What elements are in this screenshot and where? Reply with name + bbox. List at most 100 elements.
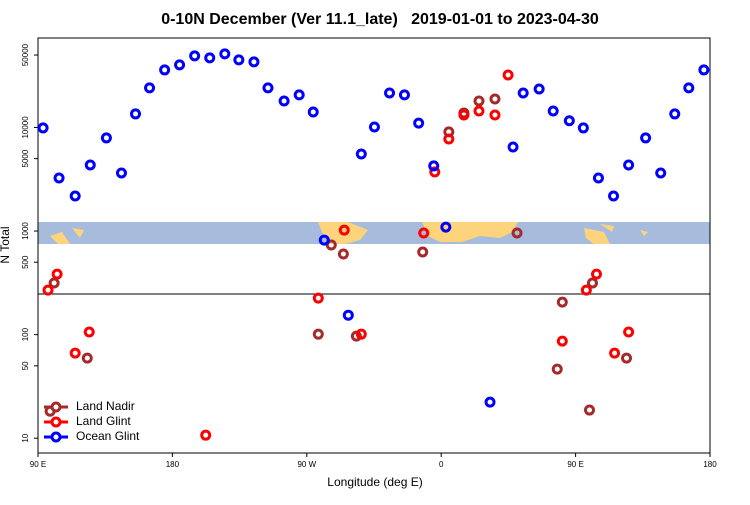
land <box>50 232 70 244</box>
land <box>584 228 610 244</box>
y-tick-label: 50000 <box>21 43 30 66</box>
data-point <box>83 326 95 338</box>
legend-marker <box>50 401 62 413</box>
y-tick-label: 50 <box>21 361 30 370</box>
data-point <box>556 335 568 347</box>
y-tick-label: 10000 <box>21 116 30 139</box>
data-point <box>609 347 621 359</box>
data-point <box>623 159 635 171</box>
data-point <box>418 227 430 239</box>
data-point <box>53 172 65 184</box>
data-point <box>556 296 568 308</box>
data-point <box>489 93 501 105</box>
x-tick-label: 90 E <box>30 460 46 469</box>
data-point <box>368 121 380 133</box>
y-axis-label: N Total <box>0 226 12 263</box>
data-point <box>48 277 60 289</box>
data-point <box>84 159 96 171</box>
data-point <box>621 352 633 364</box>
data-point <box>669 108 681 120</box>
legend-label: Ocean Glint <box>76 429 140 443</box>
y-tick-label: 500 <box>21 255 30 269</box>
data-point <box>586 277 598 289</box>
data-point <box>473 105 485 117</box>
data-point <box>551 363 563 375</box>
data-point <box>325 239 337 251</box>
data-point <box>233 54 245 66</box>
data-point <box>293 89 305 101</box>
data-point <box>511 227 523 239</box>
data-point <box>130 108 142 120</box>
plot-frame <box>37 37 711 454</box>
data-point <box>417 246 429 258</box>
land <box>640 230 648 236</box>
ocean-band <box>38 222 710 244</box>
data-point <box>312 292 324 304</box>
map-band <box>38 222 710 244</box>
data-point <box>623 326 635 338</box>
y-tick-label: 5000 <box>21 149 30 167</box>
data-point <box>144 82 156 94</box>
data-point <box>278 95 290 107</box>
land <box>600 224 614 232</box>
data-point <box>577 122 589 134</box>
data-point <box>547 105 559 117</box>
data-point <box>318 234 330 246</box>
data-point <box>69 347 81 359</box>
data-point <box>517 87 529 99</box>
data-point <box>507 141 519 153</box>
data-point <box>683 82 695 94</box>
data-point <box>591 268 603 280</box>
data-point <box>563 115 575 127</box>
data-point <box>443 133 455 145</box>
land <box>422 222 518 242</box>
data-point <box>355 328 367 340</box>
data-point <box>355 148 367 160</box>
x-tick-label: 90 E <box>567 460 583 469</box>
x-tick-label: 90 W <box>297 460 316 469</box>
data-point <box>655 167 667 179</box>
data-point <box>100 132 112 144</box>
data-point <box>429 166 441 178</box>
x-axis-label: Longitude (deg E) <box>327 475 422 489</box>
land <box>72 228 84 238</box>
legend-label: Land Nadir <box>76 399 135 413</box>
data-point <box>219 48 231 60</box>
x-tick-label: 180 <box>703 460 717 469</box>
data-point <box>115 167 127 179</box>
data-point <box>413 117 425 129</box>
legend-marker <box>50 416 62 428</box>
data-point <box>398 89 410 101</box>
legend-marker <box>50 431 62 443</box>
data-point <box>489 109 501 121</box>
data-point <box>37 122 49 134</box>
data-point <box>608 190 620 202</box>
data-point <box>81 352 93 364</box>
data-point <box>200 429 212 441</box>
data-point <box>307 106 319 118</box>
data-point <box>51 268 63 280</box>
data-point <box>262 82 274 94</box>
legend-label: Land Glint <box>76 414 131 428</box>
data-point <box>248 56 260 68</box>
data-point <box>440 221 452 233</box>
data-point <box>484 396 496 408</box>
data-point <box>428 160 440 172</box>
x-tick-label: 180 <box>166 460 180 469</box>
data-point <box>592 172 604 184</box>
data-point <box>473 95 485 107</box>
data-point <box>698 64 710 76</box>
data-point <box>189 50 201 62</box>
data-point <box>502 69 514 81</box>
data-point <box>159 64 171 76</box>
y-tick-label: 100 <box>21 327 30 341</box>
data-point <box>337 248 349 260</box>
y-tick-label: 1000 <box>21 222 30 240</box>
y-tick-label: 10 <box>21 433 30 442</box>
data-point <box>42 284 54 296</box>
data-point <box>204 52 216 64</box>
data-point <box>342 309 354 321</box>
data-point <box>583 404 595 416</box>
